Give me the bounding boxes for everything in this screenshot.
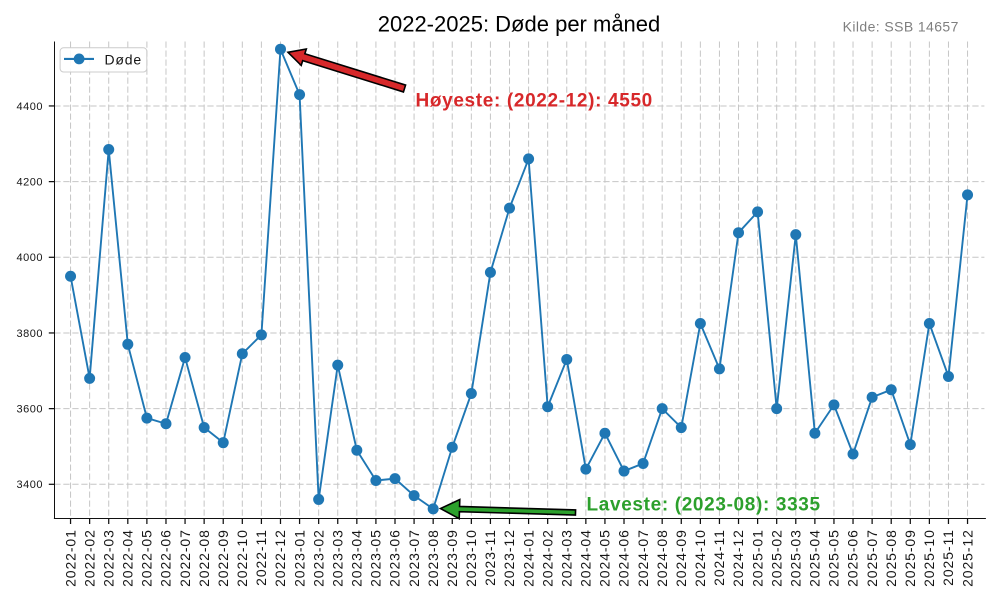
svg-text:2025-03: 2025-03 bbox=[787, 529, 803, 587]
svg-text:2023-10: 2023-10 bbox=[463, 529, 479, 587]
svg-text:2023-06: 2023-06 bbox=[387, 529, 403, 587]
svg-text:2022-12: 2022-12 bbox=[272, 529, 288, 587]
svg-text:2022-04: 2022-04 bbox=[120, 529, 136, 587]
svg-text:2022-05: 2022-05 bbox=[139, 529, 155, 587]
svg-text:2025-10: 2025-10 bbox=[921, 529, 937, 587]
svg-text:2025-12: 2025-12 bbox=[959, 529, 975, 587]
svg-text:2025-11: 2025-11 bbox=[940, 529, 956, 586]
svg-text:2023-12: 2023-12 bbox=[501, 529, 517, 587]
svg-text:2024-10: 2024-10 bbox=[692, 529, 708, 587]
svg-text:2022-08: 2022-08 bbox=[196, 529, 212, 587]
svg-text:3400: 3400 bbox=[17, 479, 43, 491]
svg-text:2025-01: 2025-01 bbox=[749, 529, 765, 587]
svg-text:2023-11: 2023-11 bbox=[482, 529, 498, 586]
svg-text:2024-08: 2024-08 bbox=[654, 529, 670, 587]
svg-text:2024-04: 2024-04 bbox=[578, 529, 594, 587]
svg-text:2022-06: 2022-06 bbox=[158, 529, 174, 587]
svg-text:2024-02: 2024-02 bbox=[539, 529, 555, 587]
svg-text:2023-04: 2023-04 bbox=[349, 529, 365, 587]
svg-text:2024-07: 2024-07 bbox=[635, 529, 651, 587]
svg-text:2023-03: 2023-03 bbox=[329, 529, 345, 587]
svg-text:2025-07: 2025-07 bbox=[864, 529, 880, 587]
svg-text:2025-08: 2025-08 bbox=[883, 529, 899, 587]
svg-text:2024-11: 2024-11 bbox=[711, 529, 727, 586]
svg-text:2023-05: 2023-05 bbox=[368, 529, 384, 587]
svg-text:2024-05: 2024-05 bbox=[597, 529, 613, 587]
svg-text:2025-05: 2025-05 bbox=[826, 529, 842, 587]
svg-text:2022-02: 2022-02 bbox=[81, 529, 97, 587]
svg-text:2023-01: 2023-01 bbox=[291, 529, 307, 587]
svg-text:3800: 3800 bbox=[17, 328, 43, 340]
svg-text:2022-01: 2022-01 bbox=[62, 529, 78, 587]
svg-text:2023-08: 2023-08 bbox=[425, 529, 441, 587]
svg-text:Høyeste: (2022-12): 4550: Høyeste: (2022-12): 4550 bbox=[416, 91, 653, 112]
svg-text:2022-10: 2022-10 bbox=[234, 529, 250, 587]
svg-text:Kilde: SSB 14657: Kilde: SSB 14657 bbox=[843, 19, 959, 35]
svg-text:2025-02: 2025-02 bbox=[768, 529, 784, 587]
svg-text:4000: 4000 bbox=[17, 252, 43, 264]
svg-text:2022-11: 2022-11 bbox=[253, 529, 269, 586]
svg-text:2022-2025: Døde per måned: 2022-2025: Døde per måned bbox=[378, 12, 661, 37]
svg-text:2024-06: 2024-06 bbox=[616, 529, 632, 587]
svg-text:2022-09: 2022-09 bbox=[215, 529, 231, 587]
svg-text:3600: 3600 bbox=[17, 404, 43, 416]
svg-text:2022-03: 2022-03 bbox=[100, 529, 116, 587]
svg-text:2022-07: 2022-07 bbox=[177, 529, 193, 587]
svg-text:2024-03: 2024-03 bbox=[558, 529, 574, 587]
svg-text:2024-12: 2024-12 bbox=[730, 529, 746, 587]
svg-text:2023-09: 2023-09 bbox=[444, 529, 460, 587]
svg-text:2025-09: 2025-09 bbox=[902, 529, 918, 587]
svg-text:Døde: Døde bbox=[105, 51, 142, 67]
svg-text:2024-09: 2024-09 bbox=[673, 529, 689, 587]
svg-text:2025-04: 2025-04 bbox=[807, 529, 823, 587]
svg-text:4200: 4200 bbox=[17, 177, 43, 189]
svg-text:2025-06: 2025-06 bbox=[845, 529, 861, 587]
svg-text:2023-07: 2023-07 bbox=[406, 529, 422, 587]
svg-text:4400: 4400 bbox=[17, 101, 43, 113]
svg-text:2024-01: 2024-01 bbox=[520, 529, 536, 587]
svg-text:2023-02: 2023-02 bbox=[310, 529, 326, 587]
svg-text:Laveste: (2023-08): 3335: Laveste: (2023-08): 3335 bbox=[587, 495, 821, 516]
